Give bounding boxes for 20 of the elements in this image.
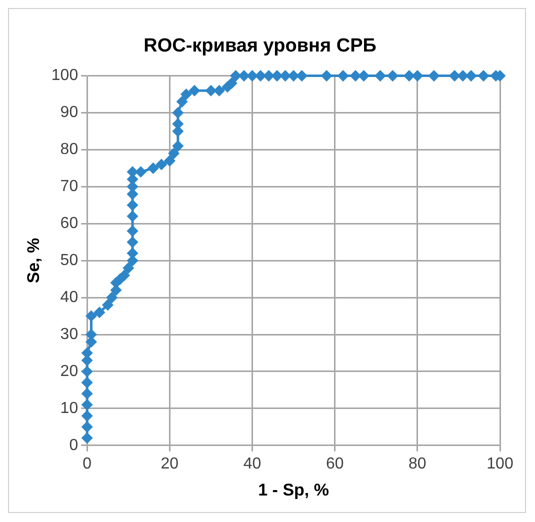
y-axis-title: Se, %: [24, 238, 43, 284]
y-tick-label: 30: [60, 326, 78, 343]
y-tick-label: 90: [60, 104, 78, 122]
y-tick-label: 10: [60, 400, 78, 417]
x-axis-title: 1 - Sp, %: [258, 480, 329, 500]
x-tick-label: 0: [82, 455, 92, 472]
y-tick-label: 50: [60, 252, 78, 270]
x-tick-label: 20: [160, 455, 179, 472]
y-tick-label: 0: [69, 436, 78, 454]
y-tick-label: 40: [60, 288, 78, 306]
y-tick-label: 80: [60, 141, 78, 158]
y-tick-label: 60: [60, 215, 78, 232]
chart-title: ROC-кривая уровня СРБ: [144, 36, 376, 57]
y-tick-label: 20: [60, 362, 78, 380]
y-tick-label: 70: [60, 178, 78, 196]
x-tick-label: 40: [243, 455, 262, 472]
x-tick-label: 100: [486, 455, 514, 472]
y-tick-label: 100: [51, 67, 78, 84]
x-tick-label: 60: [326, 455, 344, 472]
x-tick-label: 80: [408, 455, 426, 472]
